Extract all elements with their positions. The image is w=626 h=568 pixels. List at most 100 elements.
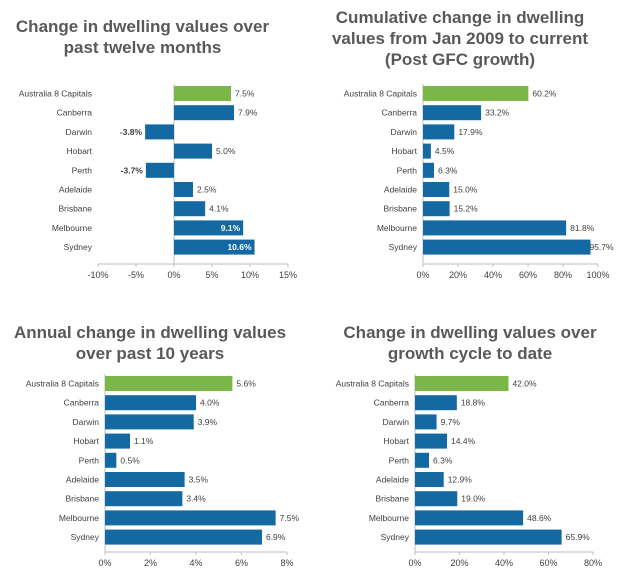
data-label-australia-8-capitals: 7.5% [235,89,255,99]
bar-australia-8-capitals [423,86,529,101]
data-label-melbourne: 7.5% [280,513,300,523]
data-label-brisbane: 4.1% [209,204,229,214]
category-label: Brisbane [383,204,417,214]
data-label-canberra: 18.8% [461,398,486,408]
bar-hobart [174,143,212,159]
category-label: Adelaide [384,185,417,195]
bar-sydney [415,529,562,545]
x-tick-label: 100% [586,270,609,280]
x-tick-label: 60% [539,558,557,568]
category-label: Hobart [383,436,409,446]
bar-perth [423,162,435,178]
category-label: Perth [389,455,410,465]
data-label-sydney: 10.6% [227,242,252,252]
x-tick-label: 2% [144,558,157,568]
bar-melbourne [174,220,244,236]
category-label: Hobart [73,436,99,446]
chart-twelve-months: -10% -5% 0% 5% 10% 15% Australia 8 Capitals 7.5… [19,84,297,280]
x-tick-label: 80% [584,558,602,568]
data-label-melbourne: 9.1% [221,223,241,233]
x-tick-label: -5% [128,270,144,280]
category-label: Darwin [383,417,410,427]
bar-sydney [105,529,262,545]
bar-adelaide [415,472,444,487]
bar-hobart [423,143,431,159]
data-label-darwin: 9.7% [441,417,461,427]
data-label-canberra: 33.2% [485,108,510,118]
data-label-australia-8-capitals: 42.0% [512,379,537,389]
data-label-hobart: 5.0% [216,146,236,156]
x-tick-label: 20% [449,270,467,280]
bar-perth [145,162,174,178]
data-label-perth: 6.3% [438,165,458,175]
chart-growth-cycle: 0% 20% 40% 60% 80% Australia 8 Capitals 42.0% C… [336,374,602,568]
data-label-australia-8-capitals: 5.6% [236,379,256,389]
category-label: Australia 8 Capitals [336,379,409,389]
category-label: Australia 8 Capitals [26,379,99,389]
bar-adelaide [423,182,450,197]
category-label: Darwin [73,417,100,427]
bar-perth [105,452,117,468]
bar-brisbane [174,201,206,217]
category-label: Brisbane [375,494,409,504]
x-tick-label: 10% [241,270,259,280]
chart-post-gfc: 0% 20% 40% 60% 80% 100% Australia 8 Capitals 60… [344,84,614,280]
category-label: Hobart [391,146,417,156]
category-label: Australia 8 Capitals [19,89,92,99]
category-label: Perth [79,455,100,465]
category-label: Canberra [64,398,100,408]
data-label-hobart: 4.5% [435,146,455,156]
chart-title-4: Change in dwelling values over growth cy… [343,323,597,363]
category-label: Canberra [382,108,418,118]
bar-melbourne [105,510,276,526]
category-label: Australia 8 Capitals [344,89,417,99]
bar-canberra [423,105,482,121]
category-label: Darwin [66,127,93,137]
bar-canberra [415,395,457,411]
x-tick-label: 4% [189,558,202,568]
x-tick-label: 15% [279,270,297,280]
category-label: Sydney [64,242,93,252]
chart-title-2: Cumulative change in dwelling values fro… [331,8,589,69]
bar-perth [415,452,430,468]
x-tick-label: 5% [205,270,218,280]
bar-canberra [174,105,235,121]
bar-hobart [415,433,448,449]
category-label: Perth [397,165,418,175]
data-label-melbourne: 81.8% [570,223,595,233]
bar-australia-8-capitals [105,376,233,391]
bar-canberra [105,395,196,411]
x-tick-label: 8% [280,558,293,568]
category-label: Adelaide [66,475,99,485]
category-label: Melbourne [369,513,409,523]
bar-australia-8-capitals [415,376,509,391]
data-label-perth: 0.5% [120,455,140,465]
category-label: Brisbane [65,494,99,504]
data-label-brisbane: 15.2% [454,204,479,214]
bar-australia-8-capitals [174,86,231,101]
bar-brisbane [423,201,450,217]
data-label-perth: 6.3% [433,455,453,465]
x-tick-label: 0% [167,270,180,280]
x-tick-label: 40% [484,270,502,280]
data-label-adelaide: 2.5% [197,185,217,195]
category-label: Perth [72,165,93,175]
data-label-sydney: 95.7% [589,242,614,252]
bar-brisbane [415,491,458,507]
data-label-sydney: 6.9% [266,532,286,542]
category-label: Adelaide [376,475,409,485]
data-label-canberra: 7.9% [238,108,258,118]
bar-melbourne [423,220,567,236]
data-label-darwin: -3.8% [120,127,143,137]
bar-darwin [105,414,194,430]
chart-annual-10-years: 0% 2% 4% 6% 8% Australia 8 Capitals 5.6% Canber… [26,374,300,568]
x-tick-label: 6% [235,558,248,568]
x-tick-label: -10% [87,270,108,280]
chart-title-3: Annual change in dwelling values over pa… [13,323,287,363]
x-tick-label: 0% [416,270,429,280]
data-label-canberra: 4.0% [200,398,220,408]
category-label: Hobart [66,146,92,156]
data-label-brisbane: 19.0% [461,494,486,504]
bar-sydney [423,239,591,255]
category-label: Canberra [57,108,93,118]
